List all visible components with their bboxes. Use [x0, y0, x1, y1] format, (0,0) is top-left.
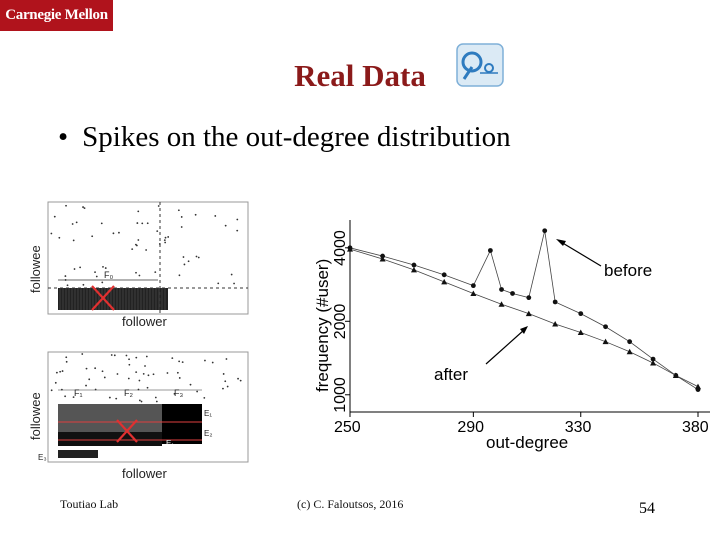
- annotation-after: after: [434, 365, 468, 384]
- y-axis-label: frequency (#user): [313, 259, 332, 392]
- adjacency-plot-after: F₁ F₂ F₃ E₁ E₂ E₃ E₁ follower followee: [28, 351, 249, 481]
- row-label-e1: E₁: [204, 409, 212, 418]
- point-after: [347, 246, 353, 252]
- x-tick-label: 380: [682, 419, 709, 436]
- point-after: [626, 348, 633, 355]
- footer-center: (c) C. Faloutsos, 2016: [297, 497, 404, 511]
- x-tick-label: 250: [334, 419, 361, 436]
- y-tick-label: 1000: [332, 377, 349, 413]
- point-after: [552, 320, 559, 327]
- y-tick-label: 2000: [332, 304, 349, 340]
- point-before: [603, 324, 608, 330]
- slide-title: Real Data: [294, 58, 426, 93]
- point-after: [379, 255, 386, 262]
- point-before: [411, 262, 417, 268]
- point-after: [470, 290, 477, 296]
- ylabel-followee: followee: [28, 392, 43, 440]
- point-after: [650, 359, 657, 366]
- y-tick-label: 4000: [332, 230, 349, 266]
- xlabel-follower: follower: [122, 314, 167, 329]
- dense-block-e1: [162, 404, 202, 444]
- point-after: [695, 383, 701, 390]
- page-number: 54: [639, 500, 655, 517]
- point-before: [552, 299, 558, 305]
- row-label-e1-inner: E₁: [166, 439, 174, 448]
- point-before: [441, 272, 447, 278]
- col-label-f3: F₃: [174, 388, 183, 398]
- row-label-e2: E₂: [204, 429, 212, 438]
- ylabel-followee: followee: [28, 245, 43, 293]
- x-tick-label: 290: [457, 419, 484, 436]
- lab-logo-icon: [456, 43, 504, 87]
- point-before: [578, 311, 584, 317]
- adjacency-plot-before: F₀ follower followee: [28, 201, 249, 329]
- cmu-logo: Carnegie Mellon: [0, 0, 113, 31]
- point-before: [510, 291, 515, 296]
- xlabel-follower: follower: [122, 466, 167, 481]
- point-after: [525, 310, 532, 317]
- point-before: [470, 283, 476, 289]
- out-degree-chart: 250 290 330 380 1000 2000 4000 out-degree freq…: [313, 220, 710, 452]
- point-after: [441, 278, 448, 285]
- point-after: [672, 372, 679, 378]
- x-axis-label: out-degree: [486, 433, 568, 452]
- dense-block: [58, 288, 168, 310]
- series-line-after: [349, 248, 699, 387]
- point-before: [487, 248, 493, 253]
- block-label-f0: F₀: [104, 270, 113, 280]
- footer-left: Toutiao Lab: [60, 497, 119, 511]
- point-before: [526, 295, 532, 301]
- point-before: [650, 356, 656, 362]
- point-after: [577, 329, 584, 335]
- x-tick-label: 330: [565, 419, 592, 436]
- point-before: [499, 287, 504, 292]
- point-after: [410, 266, 417, 273]
- bullet-dot: •: [58, 121, 69, 153]
- annotation-before: before: [604, 261, 652, 280]
- row-label-e3: E₃: [38, 453, 47, 462]
- point-before: [627, 339, 633, 345]
- bullet-point: • Spikes on the out-degree distribution: [58, 121, 511, 154]
- point-after: [498, 301, 505, 307]
- bullet-text: Spikes on the out-degree distribution: [82, 121, 511, 153]
- col-label-f1: F₁: [74, 388, 83, 398]
- point-after: [602, 338, 609, 345]
- scatter-noise: [50, 204, 239, 287]
- series-line-before: [349, 230, 699, 390]
- point-before: [542, 228, 548, 234]
- col-label-f2: F₂: [124, 388, 133, 398]
